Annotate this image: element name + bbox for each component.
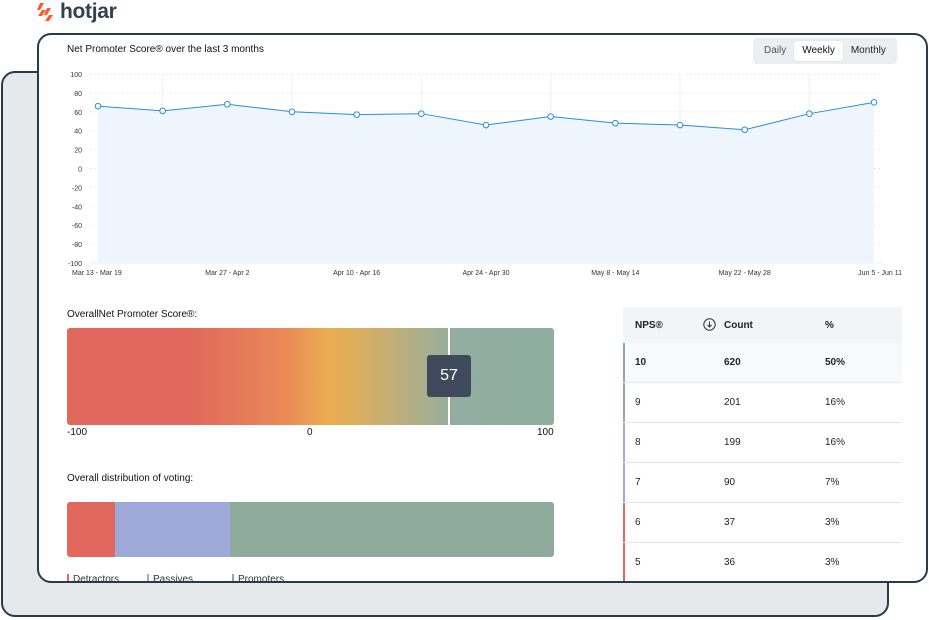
distribution-bar <box>67 502 554 557</box>
gauge-max-label: 100 <box>537 427 554 438</box>
legend-detractors-label: Detractors <box>73 574 120 583</box>
toggle-monthly[interactable]: Monthly <box>850 45 886 56</box>
header-percent[interactable]: % <box>825 319 834 331</box>
x-tick-label: Apr 24 - Apr 30 <box>462 270 509 277</box>
table-row[interactable]: 8 199 16% <box>623 423 902 463</box>
table-row[interactable]: 9 201 16% <box>623 383 902 423</box>
period-toggle: Daily Weekly Monthly <box>753 38 897 64</box>
y-tick-label: -100 <box>68 261 82 268</box>
header-count[interactable]: Count <box>724 319 753 331</box>
hotjar-logo[interactable]: hotjar <box>36 0 117 24</box>
overall-nps-title: OverallNet Promoter Score®: <box>67 309 198 320</box>
table-header: NPS® Count % <box>623 307 902 343</box>
sort-down-icon[interactable] <box>703 318 716 331</box>
y-tick-label: -20 <box>72 185 82 192</box>
data-point <box>353 111 360 118</box>
x-tick-label: May 8 - May 14 <box>591 270 639 277</box>
cell-percent: 7% <box>825 477 840 488</box>
distribution-promoters-segment <box>230 502 554 557</box>
table-row[interactable]: 6 37 3% <box>623 503 902 543</box>
cell-nps: 10 <box>635 357 647 368</box>
distribution-title: Overall distribution of voting: <box>67 473 194 484</box>
hotjar-flame-icon <box>37 3 53 21</box>
cell-count: 37 <box>724 517 736 528</box>
cell-nps: 6 <box>635 517 641 528</box>
row-color-bar <box>623 463 625 502</box>
table-row[interactable]: 7 90 7% <box>623 463 902 503</box>
nps-table: NPS® Count % 10 620 50% 9 201 16% 8 199 … <box>623 307 902 581</box>
series-area <box>98 102 874 263</box>
cell-nps: 7 <box>635 477 641 488</box>
data-point <box>612 119 619 127</box>
cell-nps: 5 <box>635 557 641 568</box>
cell-count: 199 <box>724 437 741 448</box>
x-tick-label: Mar 13 - Mar 19 <box>72 270 122 277</box>
data-point <box>224 100 231 108</box>
toggle-daily[interactable]: Daily <box>764 45 787 56</box>
data-point <box>547 113 554 120</box>
legend-promoters-swatch <box>232 574 234 581</box>
nps-dashboard-card: Net Promoter Score® over the last 3 mont… <box>37 33 928 583</box>
x-tick-label: Jun 5 - Jun 11 <box>858 270 902 277</box>
header-nps[interactable]: NPS® <box>635 319 663 331</box>
y-tick-label: 0 <box>78 167 82 174</box>
cell-count: 201 <box>724 397 741 408</box>
y-tick-label: -80 <box>72 242 82 249</box>
data-point <box>418 110 425 117</box>
cell-count: 36 <box>724 557 736 568</box>
legend-detractors-swatch <box>67 574 69 581</box>
y-tick-label: -40 <box>72 204 82 211</box>
data-point <box>870 99 878 106</box>
y-tick-label: 80 <box>74 91 82 98</box>
y-tick-label: 40 <box>74 129 82 136</box>
legend-passives-swatch <box>147 574 149 581</box>
cell-nps: 8 <box>635 437 641 448</box>
data-point <box>94 102 102 110</box>
cell-percent: 16% <box>825 397 846 408</box>
legend-detractors: Detractors <box>67 574 120 583</box>
x-tick-label: May 22 - May 28 <box>719 270 771 277</box>
y-tick-label: -60 <box>72 223 82 230</box>
data-point <box>482 121 490 129</box>
data-point <box>676 121 684 129</box>
row-color-bar <box>623 503 625 542</box>
x-tick-label: Apr 10 - Apr 16 <box>333 270 380 277</box>
cell-count: 620 <box>724 357 741 368</box>
x-tick-label: Mar 27 - Apr 2 <box>205 270 249 277</box>
y-tick-label: 20 <box>74 148 82 155</box>
data-point <box>288 108 296 116</box>
brand-name: hotjar <box>60 0 117 23</box>
gauge-score-badge: 57 <box>427 355 471 397</box>
nps-gauge: 57 <box>67 328 554 425</box>
row-color-bar <box>623 383 625 422</box>
legend-passives-label: Passives <box>153 574 194 583</box>
cell-percent: 3% <box>825 557 840 568</box>
data-point <box>159 107 166 115</box>
legend-passives: Passives <box>147 574 194 583</box>
row-color-bar <box>623 423 625 462</box>
data-point <box>806 110 813 117</box>
legend-promoters-label: Promoters <box>238 574 285 583</box>
gauge-min-label: -100 <box>67 427 88 438</box>
cell-percent: 3% <box>825 517 840 528</box>
table-row[interactable]: 5 36 3% <box>623 543 902 581</box>
legend-promoters: Promoters <box>232 574 285 583</box>
y-tick-label: 60 <box>74 110 82 117</box>
nps-line-chart: 100 80 60 40 20 0 -20 -40 -60 -80 -100 Mar 13 - Mar… <box>68 72 902 277</box>
table-row[interactable]: 10 620 50% <box>623 343 902 383</box>
cell-count: 90 <box>724 477 736 488</box>
row-color-bar <box>623 543 625 581</box>
toggle-weekly[interactable]: Weekly <box>794 41 843 61</box>
cell-percent: 50% <box>825 357 846 368</box>
row-color-bar <box>623 343 625 382</box>
y-tick-label: 100 <box>70 72 82 79</box>
data-point <box>741 126 748 134</box>
cell-nps: 9 <box>635 397 641 408</box>
gauge-mid-label: 0 <box>307 427 313 438</box>
distribution-passives-segment <box>114 502 231 557</box>
chart-title: Net Promoter Score® over the last 3 mont… <box>67 44 264 55</box>
cell-percent: 16% <box>825 437 846 448</box>
distribution-detractors-segment <box>67 502 115 557</box>
